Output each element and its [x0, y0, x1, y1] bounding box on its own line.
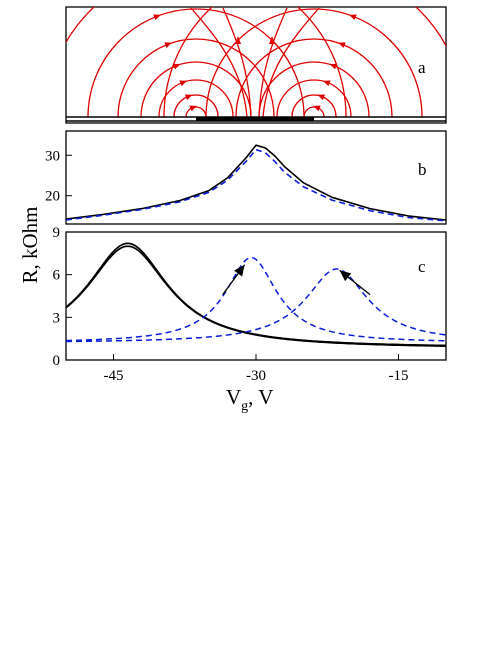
field-line-arc	[291, 94, 337, 117]
panel-c-label: c	[418, 257, 426, 276]
panel-c-series-line	[66, 245, 446, 347]
field-line-arrow-icon	[349, 14, 357, 21]
panel-c-frame	[65, 231, 447, 361]
x-axis-title-sub: g	[241, 399, 248, 414]
shift-arrow-head-icon	[339, 270, 352, 282]
field-line-arc	[140, 61, 252, 117]
panel-c-ytick-label: 3	[53, 310, 61, 326]
field-line-arc	[303, 106, 325, 117]
panel-b-ytick-label: 20	[45, 189, 60, 205]
field-line-arrow-icon	[184, 94, 193, 101]
panel-c-series-line	[66, 256, 446, 342]
field-line-arrow-icon	[179, 80, 188, 87]
panel-c-ytick-label: 6	[53, 268, 61, 284]
field-line-arrow-icon	[172, 63, 181, 70]
field-line-arrow-icon	[164, 42, 172, 49]
panel-b-ytick-label: 30	[45, 148, 60, 164]
panel-c-series-line	[66, 268, 446, 343]
field-line-arrow-icon	[313, 105, 321, 112]
field-line-vertical	[190, 7, 248, 117]
field-line-arc	[258, 61, 370, 117]
panel-c-xtick-label: -45	[104, 368, 124, 384]
field-line-vertical	[222, 7, 252, 117]
field-line-arrow-icon	[322, 80, 331, 87]
field-lines	[66, 7, 446, 117]
shift-arrow-head-icon	[234, 264, 245, 277]
panel-b-frame	[65, 130, 447, 225]
x-axis-title: Vg, V	[226, 385, 273, 414]
panel-c-ytick-label: 9	[53, 225, 61, 241]
field-line-arc	[205, 8, 423, 117]
field-line-arc	[185, 106, 207, 117]
field-line-vertical	[258, 7, 288, 117]
field-line-arc	[87, 8, 305, 117]
field-line-vertical	[262, 7, 320, 117]
panel-c-xtick-label: -30	[246, 368, 266, 384]
panel-a-frame	[65, 6, 447, 124]
field-line-arrow-icon	[235, 36, 241, 44]
field-line-arc	[158, 79, 234, 117]
panel-c-ticks: 0 3 6 9 -45 -30 -15	[53, 225, 409, 384]
panel-c-arrows	[222, 264, 371, 296]
panel-a-label: a	[418, 58, 426, 77]
field-line-arrow-icon	[153, 14, 161, 21]
panel-b-series	[65, 144, 447, 222]
field-line-arrow-icon	[269, 36, 275, 44]
panel-c-series	[66, 242, 446, 347]
field-line-arrow-icon	[317, 94, 326, 101]
field-line-arrow-icon	[189, 105, 197, 112]
y-axis-title: R, kOhm	[18, 206, 42, 283]
field-line-arrow-icon	[329, 63, 338, 70]
panel-b-series-line	[65, 144, 447, 221]
field-line-arc	[235, 38, 393, 117]
x-axis-title-main: V	[226, 385, 241, 409]
field-line-arc	[173, 94, 219, 117]
x-axis-title-tail: , V	[248, 385, 273, 409]
field-line-arc	[276, 79, 352, 117]
panel-a: a	[65, 6, 447, 124]
panel-c-xtick-label: -15	[389, 368, 409, 384]
field-line-arc	[117, 38, 275, 117]
field-line-arc	[66, 7, 347, 117]
panel-b-label: b	[418, 160, 427, 179]
field-line-arc	[163, 7, 446, 117]
field-line-arrow-icon	[338, 42, 346, 49]
panel-c: 0 3 6 9 -45 -30 -15 c	[53, 225, 447, 384]
panel-b-series-line	[65, 148, 447, 222]
panel-c-ytick-label: 0	[53, 353, 61, 369]
